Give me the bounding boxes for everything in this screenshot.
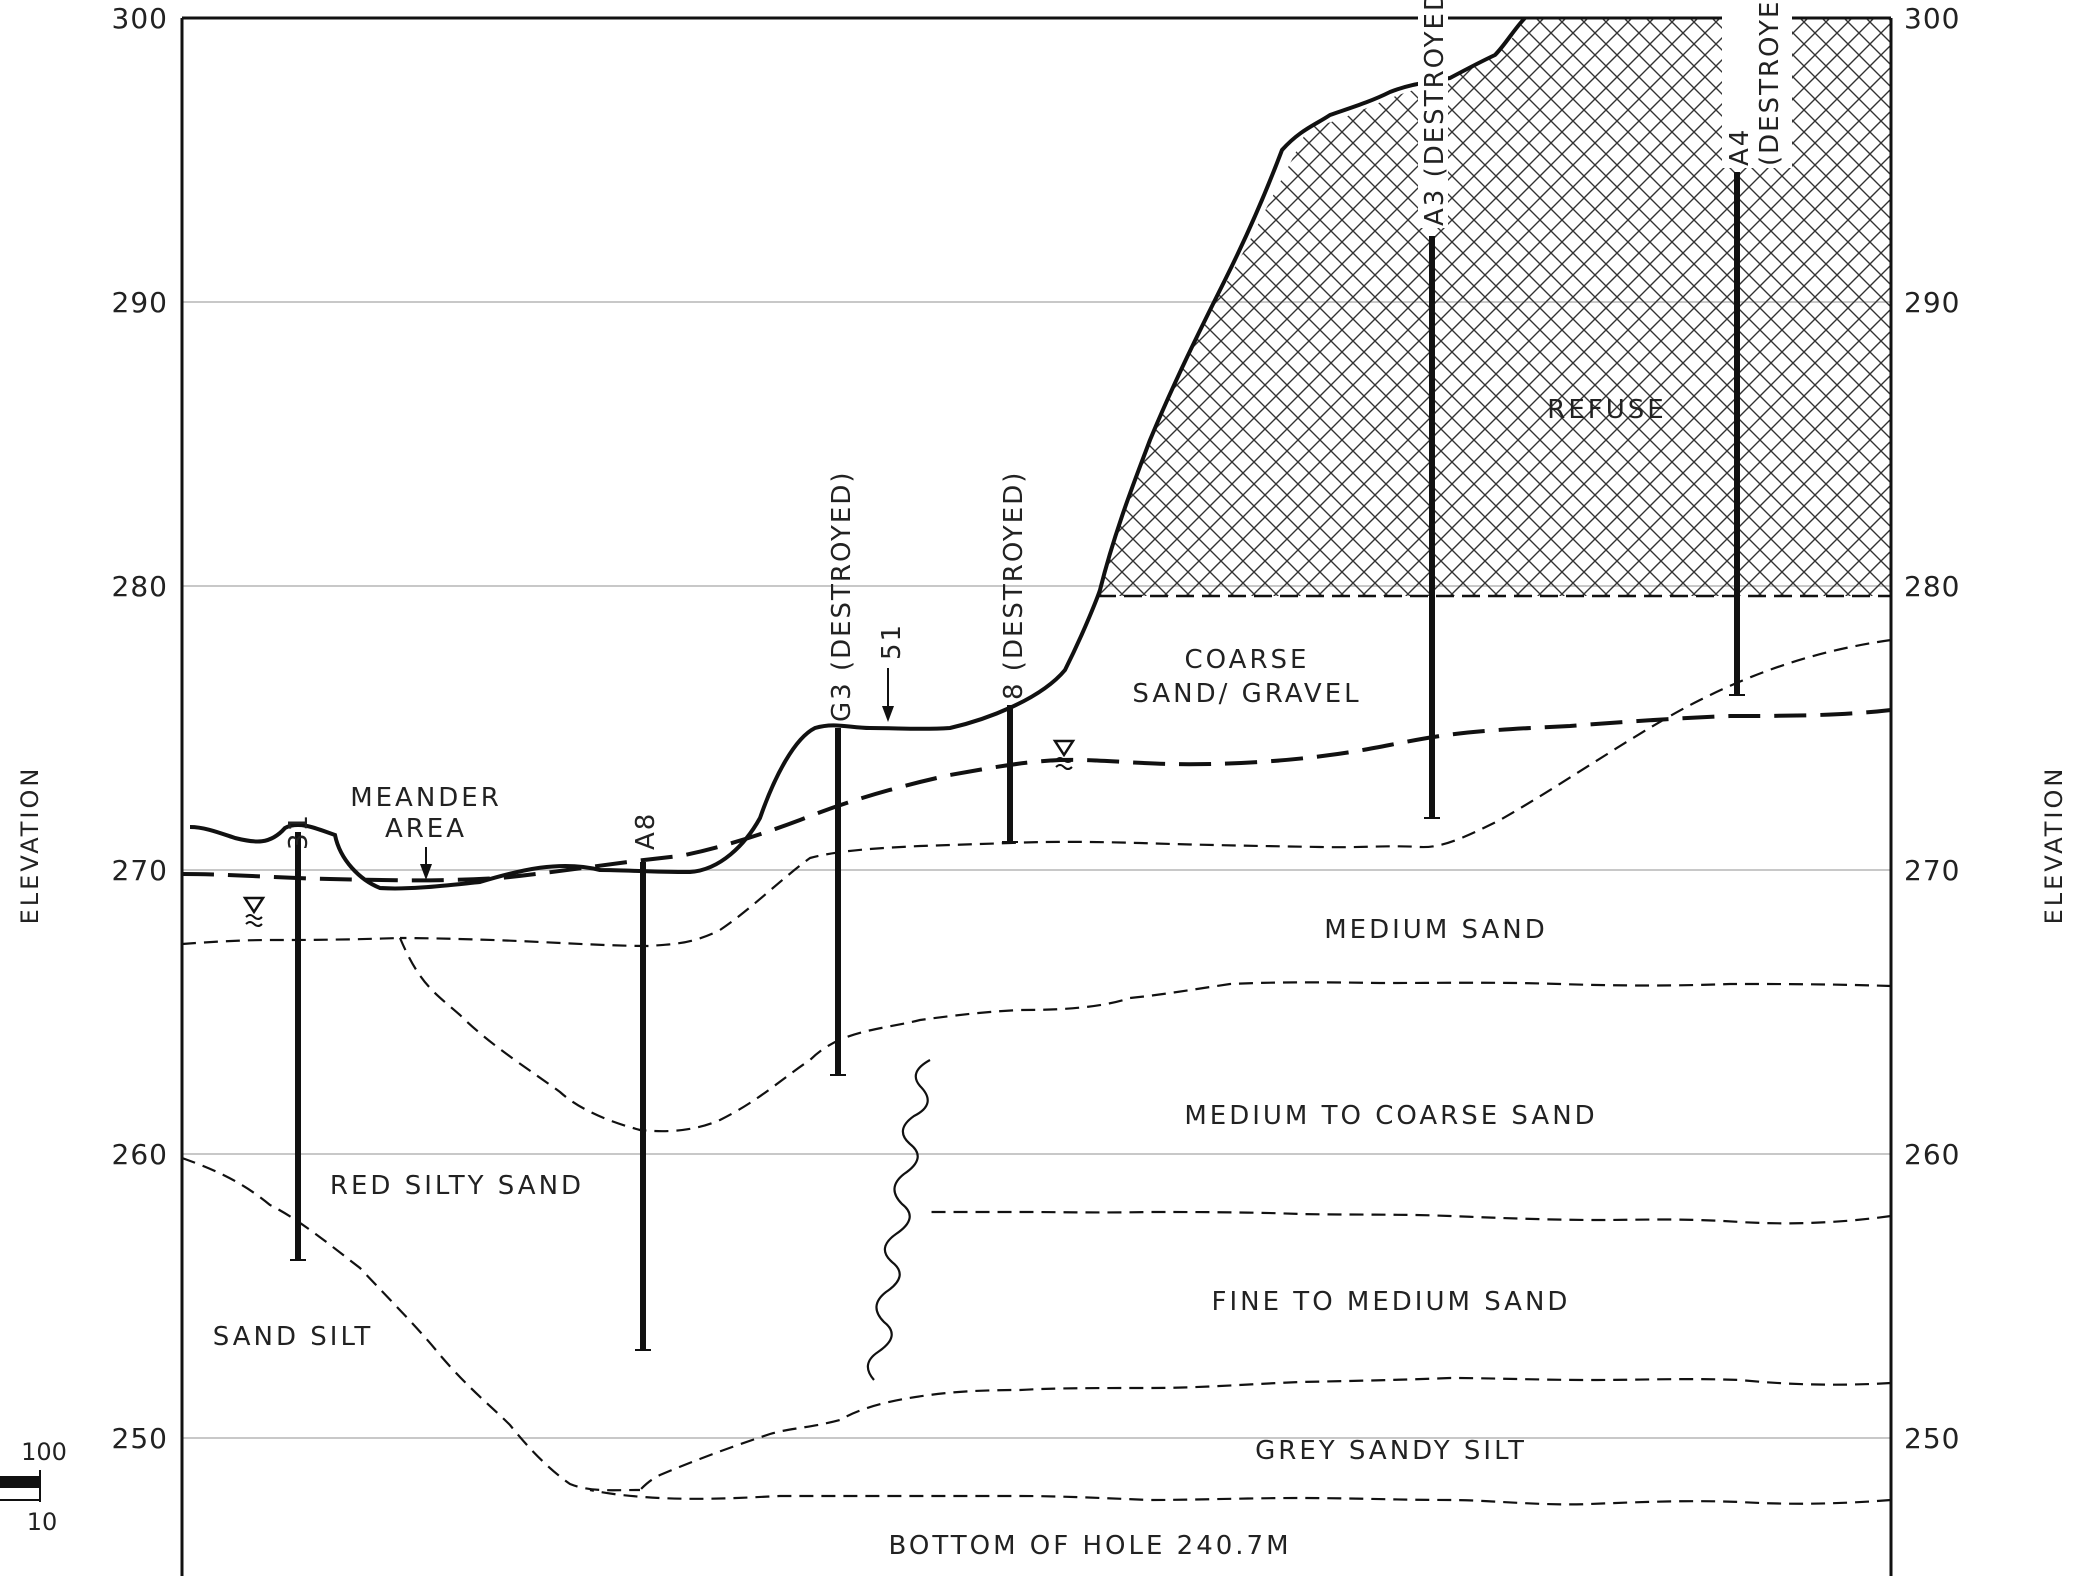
- refuse-fill: [1098, 18, 1891, 596]
- tick-right-300: 300: [1904, 2, 1960, 35]
- tick-right-280: 280: [1904, 570, 1960, 603]
- label-coarse-2: SAND/ GRAVEL: [1132, 679, 1361, 709]
- label-borehole-a4-line2: (DESTROYED): [1755, 0, 1785, 166]
- tick-left-300: 300: [112, 2, 168, 35]
- left-ticks: 300 290 280 270 260 250: [112, 2, 168, 1455]
- tick-right-290: 290: [1904, 286, 1960, 319]
- boundary-red-silty-top: [181, 936, 401, 946]
- boundary-grey-silt-bottom: [589, 1488, 1892, 1506]
- boundary-wavy-contact: [866, 1059, 931, 1381]
- tick-right-270: 270: [1904, 854, 1960, 887]
- tick-left-250: 250: [112, 1422, 168, 1455]
- right-ticks: 300 290 280 270 260 250: [1904, 2, 1960, 1455]
- tick-right-250: 250: [1904, 1422, 1960, 1455]
- label-borehole-31: 31: [284, 813, 314, 850]
- label-bottom-of-hole: BOTTOM OF HOLE 240.7M: [888, 1531, 1291, 1561]
- boundary-grey-silt-top: [639, 1376, 1892, 1491]
- scale-vertical: 10: [27, 1508, 58, 1536]
- label-borehole-a8: A8: [631, 812, 661, 850]
- label-sand-silt: SAND SILT: [213, 1322, 373, 1352]
- label-meander-1: MEANDER: [350, 783, 502, 813]
- label-borehole-a3: A3 (DESTROYED): [1420, 0, 1450, 226]
- label-borehole-51: 51: [877, 623, 907, 660]
- tick-left-260: 260: [112, 1138, 168, 1171]
- boundary-medium-sand-top: [399, 638, 1892, 948]
- axis-title-right: ELEVATION: [2040, 766, 2068, 925]
- water-table-marker-1: [242, 896, 266, 927]
- boreholes: [295, 172, 1740, 1350]
- label-grey-silt: GREY SANDY SILT: [1255, 1436, 1527, 1466]
- arrows: [420, 668, 894, 880]
- boundary-fine-medium-top: [930, 1210, 1892, 1225]
- boundary-sand-silt: [181, 1156, 641, 1492]
- tick-left-290: 290: [112, 286, 168, 319]
- label-medium-coarse: MEDIUM TO COARSE SAND: [1184, 1101, 1597, 1131]
- label-red-silty: RED SILTY SAND: [330, 1171, 584, 1201]
- tick-left-280: 280: [112, 570, 168, 603]
- plot-frame: [180, 16, 1893, 1576]
- axis-title-left: ELEVATION: [16, 766, 44, 925]
- boundary-medium-coarse-top: [398, 937, 1892, 1133]
- borehole-ticks: [290, 694, 1745, 1351]
- ground-surface: [189, 16, 1527, 891]
- label-medium-sand: MEDIUM SAND: [1324, 915, 1548, 945]
- borehole-labels: 31 A8 G3 (DESTROYED) 51 8 (DESTROYED) A3…: [284, 0, 1792, 850]
- label-coarse-1: COARSE: [1185, 645, 1310, 675]
- label-borehole-a4-line1: A4: [1725, 128, 1755, 166]
- scale-horizontal: 100: [21, 1438, 67, 1466]
- label-refuse: REFUSE: [1547, 395, 1666, 425]
- tick-right-260: 260: [1904, 1138, 1960, 1171]
- water-table-line: [181, 708, 1892, 883]
- label-borehole-g3: G3 (DESTROYED): [827, 470, 857, 722]
- soil-boundaries: [181, 638, 1892, 1506]
- label-borehole-8: 8 (DESTROYED): [999, 471, 1029, 700]
- scale-indicator: 100 10: [0, 1438, 67, 1536]
- water-table-marker-2: [1052, 739, 1076, 770]
- label-meander-2: AREA: [385, 814, 467, 844]
- tick-left-270: 270: [112, 854, 168, 887]
- label-fine-medium: FINE TO MEDIUM SAND: [1212, 1287, 1571, 1317]
- layer-labels: REFUSE COARSE SAND/ GRAVEL MEDIUM SAND M…: [213, 395, 1666, 1561]
